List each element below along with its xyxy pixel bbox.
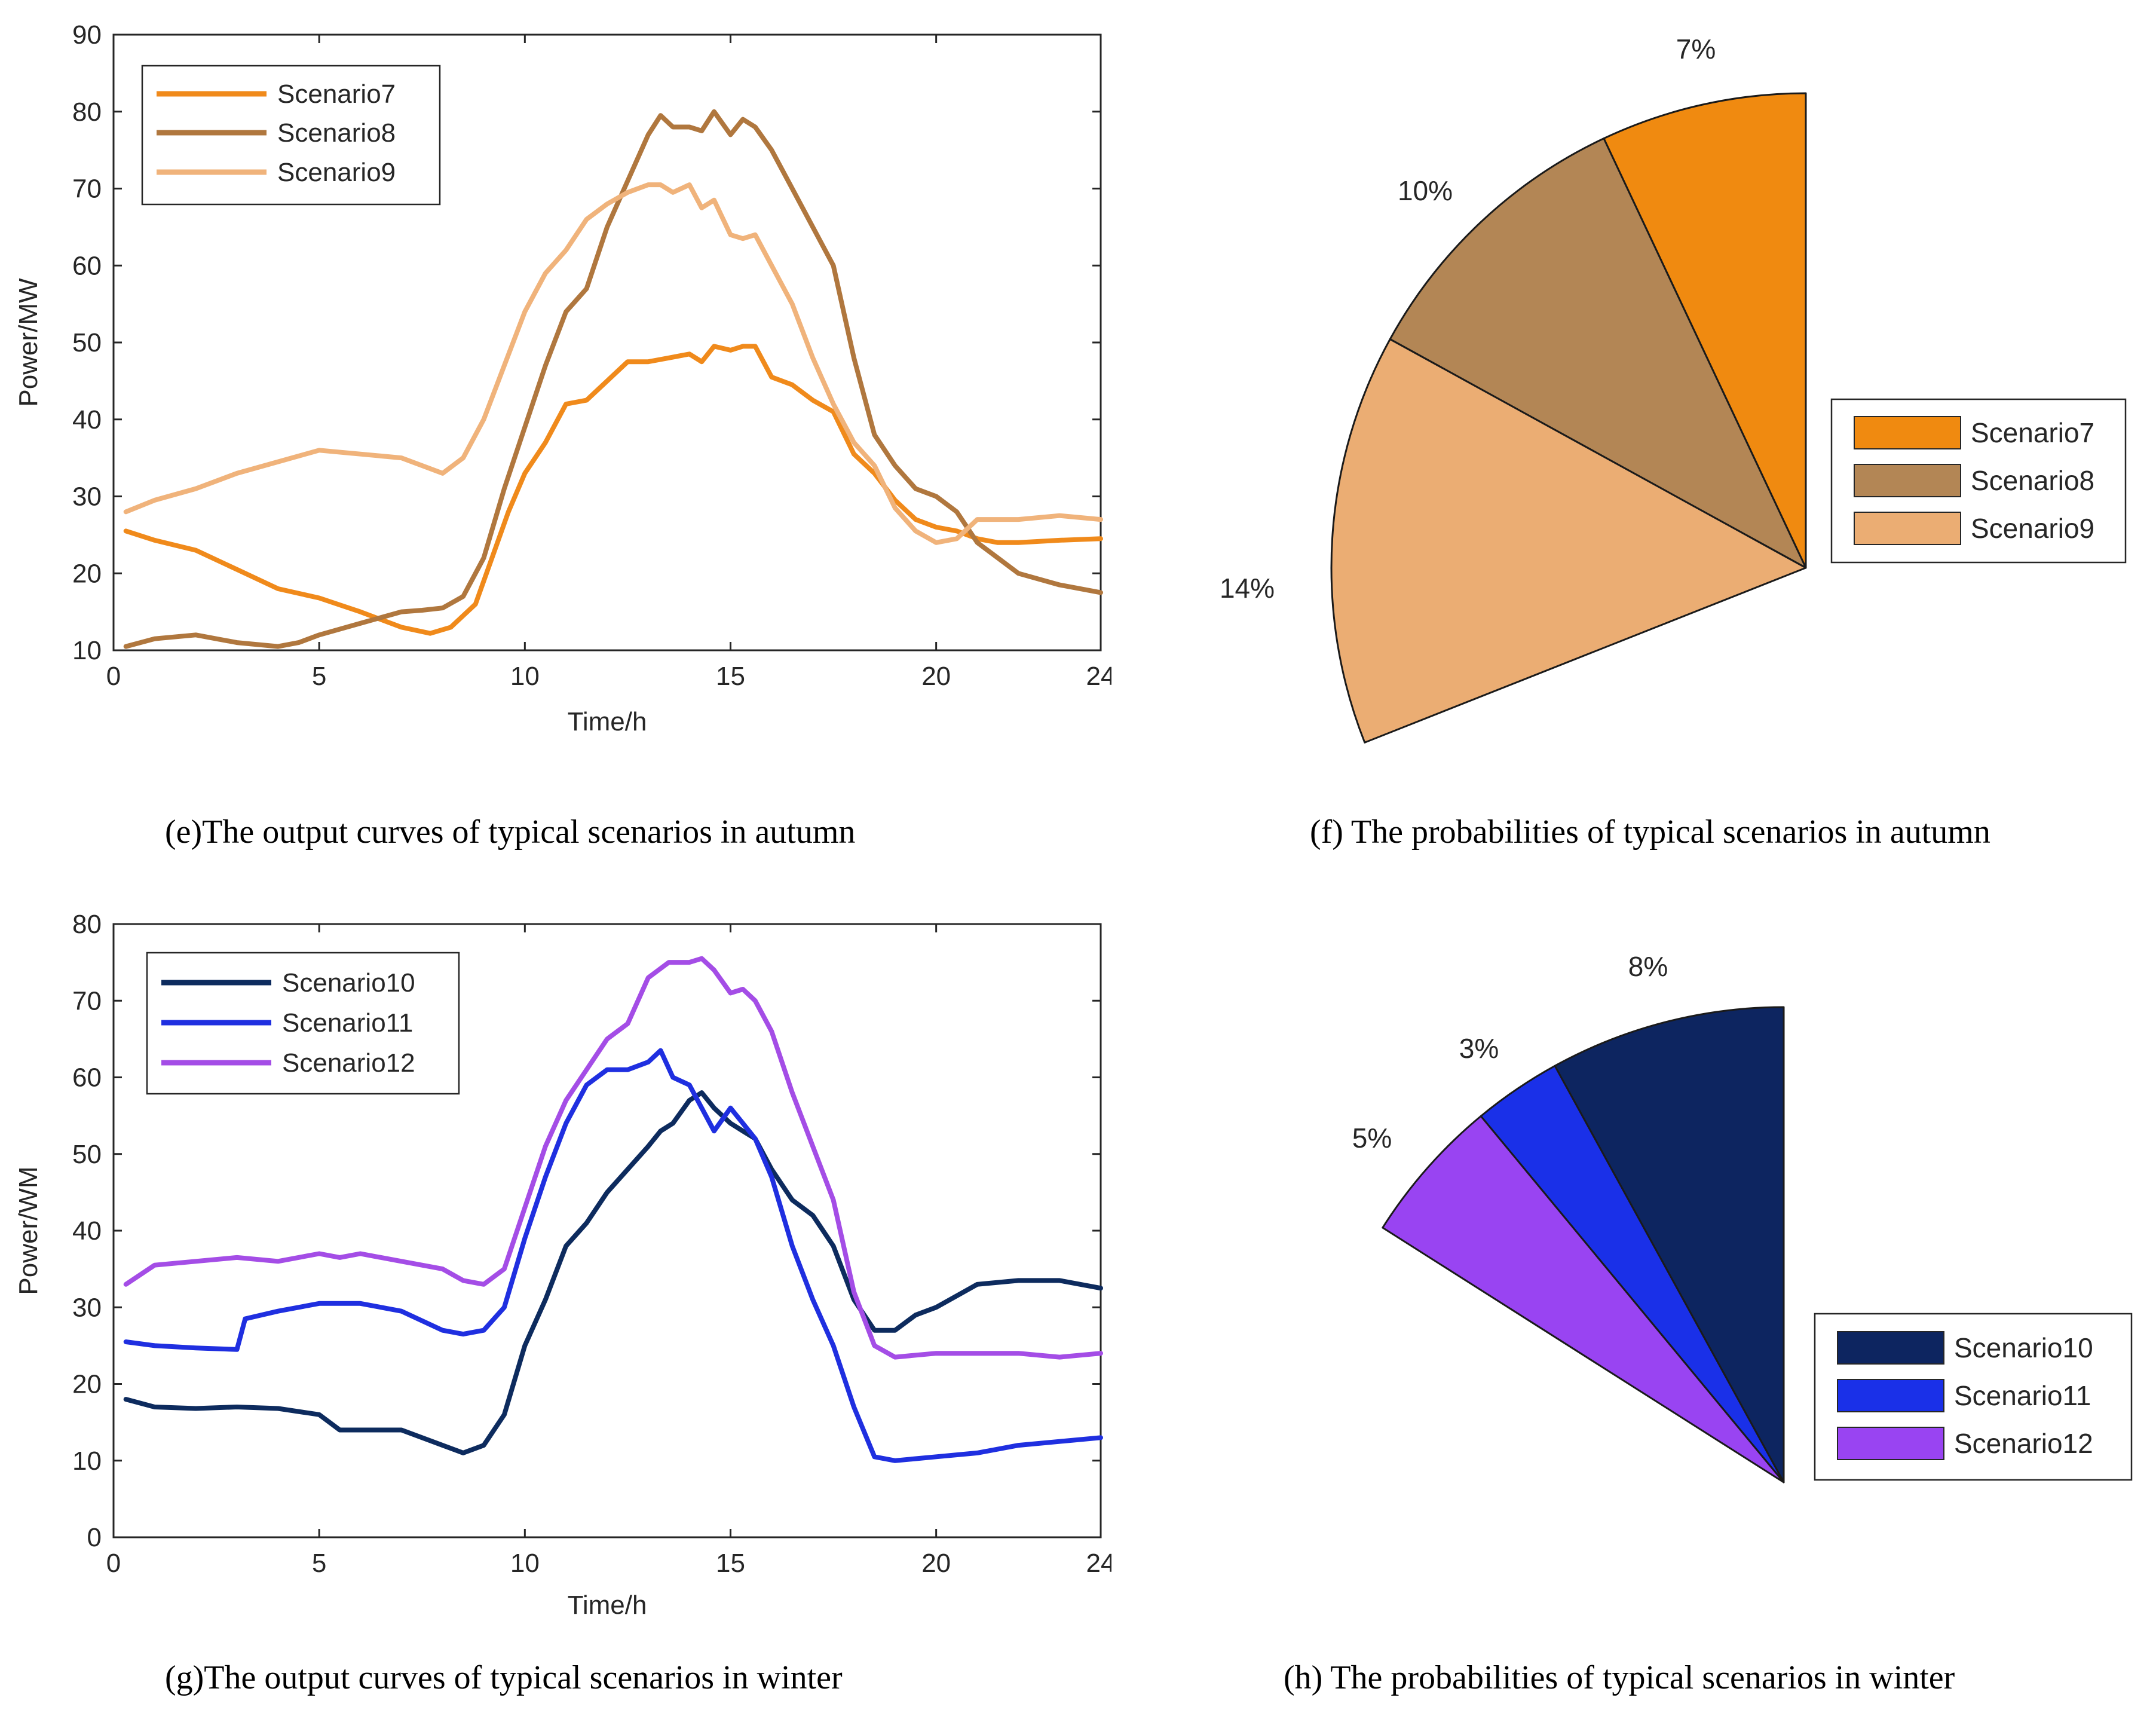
pie-slice-scenario12 — [1382, 1115, 1785, 1483]
y-tick-label-g-70: 70 — [72, 986, 102, 1015]
x-tick-label-g-15: 15 — [716, 1549, 745, 1578]
chart-h: 8% 3% 5% Scenario10 Scenario11 Scenario1… — [1352, 951, 2133, 1483]
x-tick-label-e-10: 10 — [510, 662, 540, 691]
y-tick-label-g-50: 50 — [72, 1140, 102, 1169]
pie-f-label-scenario9: 14% — [1220, 573, 1275, 604]
x-tick-label-g-10: 10 — [510, 1549, 540, 1578]
legend-h-swatch-scenario11 — [1837, 1379, 1944, 1412]
y-tick-label-g-10: 10 — [72, 1446, 102, 1476]
chart-f-legend: Scenario7 Scenario8 Scenario9 — [1830, 398, 2127, 564]
chart-e: 0 5 10 15 20 24 10 20 30 40 50 60 70 80 90 Time/h Powe… — [14, 20, 1111, 736]
chart-g-legend: Scenario10 Scenario11 Scenario12 — [146, 952, 460, 1095]
legend-label-scenario8: Scenario8 — [277, 118, 396, 148]
legend-h-label-scenario10: Scenario10 — [1954, 1332, 2093, 1363]
legend-f-label-scenario7: Scenario7 — [1971, 417, 2094, 448]
chart-e-legend: Scenario7 Scenario8 Scenario9 — [141, 65, 441, 206]
y-tick-label-e-80: 80 — [72, 97, 102, 127]
x-tick-label-e-15: 15 — [716, 662, 745, 691]
y-tick-label-e-10: 10 — [72, 636, 102, 665]
legend-h-label-scenario11: Scenario11 — [1954, 1380, 2091, 1411]
x-tick-label-g-0: 0 — [106, 1549, 121, 1578]
pie-slice-scenario8 — [1389, 137, 1807, 569]
chart-e-xlabel: Time/h — [568, 707, 647, 736]
y-tick-label-e-70: 70 — [72, 175, 102, 204]
pie-f-label-scenario7: 7% — [1676, 33, 1716, 65]
legend-h-swatch-scenario10 — [1837, 1331, 1944, 1365]
chart-g: 0 5 10 15 20 24 0 10 20 30 40 50 60 70 80 Time/h Power… — [14, 910, 1111, 1620]
caption-g: (g)The output curves of typical scenario… — [165, 1659, 843, 1696]
legend-label-scenario12: Scenario12 — [282, 1048, 415, 1078]
x-tick-label-g-5: 5 — [312, 1549, 326, 1578]
x-tick-label-g-20: 20 — [921, 1549, 951, 1578]
series-line-scenario11 — [123, 1048, 1103, 1463]
x-tick-label-e-20: 20 — [921, 662, 951, 691]
pie-h-label-scenario10: 8% — [1628, 951, 1668, 982]
caption-e: (e)The output curves of typical scenario… — [165, 813, 856, 851]
legend-f-label-scenario9: Scenario9 — [1971, 513, 2094, 544]
legend-label-scenario11: Scenario11 — [282, 1008, 413, 1038]
pie-h-label-scenario12: 5% — [1352, 1122, 1392, 1154]
y-tick-label-e-90: 90 — [72, 20, 102, 50]
x-tick-label-e-0: 0 — [106, 662, 121, 691]
series-line-scenario7 — [123, 344, 1103, 636]
series-line-scenario10 — [123, 1090, 1103, 1455]
y-tick-label-g-60: 60 — [72, 1063, 102, 1093]
y-tick-label-e-60: 60 — [72, 251, 102, 280]
pie-f-label-scenario8: 10% — [1398, 175, 1453, 206]
chart-g-xlabel: Time/h — [568, 1590, 647, 1620]
series-line-scenario8 — [123, 109, 1103, 649]
legend-h-label-scenario12: Scenario12 — [1954, 1428, 2093, 1459]
y-tick-label-g-80: 80 — [72, 910, 102, 939]
x-tick-label-g-24: 24 — [1086, 1549, 1111, 1578]
legend-f-swatch-scenario9 — [1854, 512, 1961, 545]
y-tick-label-g-0: 0 — [87, 1523, 102, 1552]
legend-label-scenario9: Scenario9 — [277, 158, 396, 187]
legend-label-scenario10: Scenario10 — [282, 968, 415, 998]
legend-label-scenario7: Scenario7 — [277, 79, 396, 109]
y-tick-label-e-30: 30 — [72, 482, 102, 512]
chart-e-ylabel: Power/MW — [14, 278, 43, 407]
y-tick-label-e-40: 40 — [72, 405, 102, 435]
legend-h-swatch-scenario12 — [1837, 1427, 1944, 1460]
series-line-scenario9 — [123, 182, 1103, 545]
y-tick-label-e-50: 50 — [72, 328, 102, 357]
x-tick-label-e-5: 5 — [312, 662, 326, 691]
pie-slice-scenario7 — [1603, 92, 1807, 569]
y-tick-label-e-20: 20 — [72, 559, 102, 588]
chart-h-legend: Scenario10 Scenario11 Scenario12 — [1814, 1313, 2133, 1481]
legend-f-swatch-scenario8 — [1854, 464, 1961, 497]
chart-g-ylabel: Power/WM — [14, 1166, 43, 1295]
x-tick-label-e-24: 24 — [1086, 662, 1111, 691]
chart-f: 7% 10% 14% Scenario7 Scenario8 Scenario9 — [1220, 33, 2127, 744]
y-tick-label-g-20: 20 — [72, 1370, 102, 1399]
pie-slice-scenario10 — [1554, 1006, 1785, 1483]
legend-f-label-scenario8: Scenario8 — [1971, 465, 2094, 496]
series-line-scenario12 — [123, 956, 1103, 1360]
pie-slice-scenario9 — [1330, 338, 1807, 744]
pie-h-label-scenario11: 3% — [1459, 1033, 1499, 1064]
legend-f-swatch-scenario7 — [1854, 416, 1961, 449]
caption-f: (f) The probabilities of typical scenari… — [1310, 813, 1990, 851]
caption-h: (h) The probabilities of typical scenari… — [1284, 1659, 1955, 1696]
y-tick-label-g-30: 30 — [72, 1293, 102, 1322]
y-tick-label-g-40: 40 — [72, 1216, 102, 1246]
